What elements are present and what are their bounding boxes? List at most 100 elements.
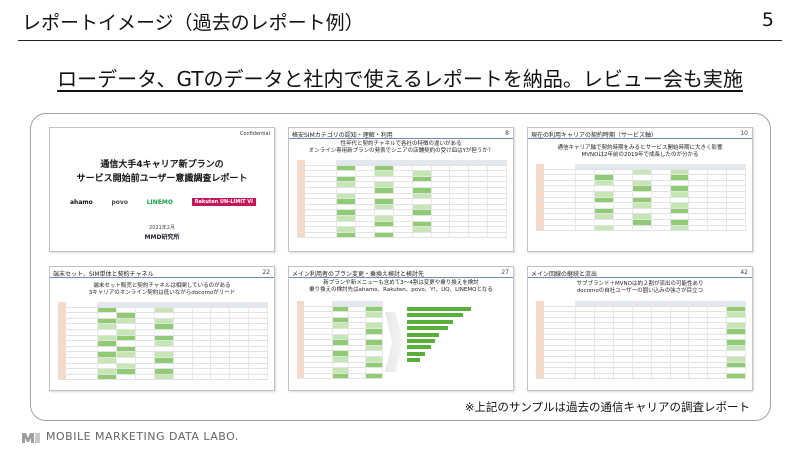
table-cell (469, 193, 489, 199)
table-cell (117, 324, 136, 329)
table-cell (174, 357, 193, 363)
table-cell (394, 182, 413, 187)
table-cell (450, 176, 470, 182)
table-cell (337, 221, 357, 227)
table-cell (193, 346, 212, 352)
table-cell (375, 160, 394, 165)
table-cell (614, 175, 633, 180)
thumb-rule (50, 277, 274, 278)
table-cell (432, 227, 451, 232)
table-cell (671, 214, 690, 219)
thumb-rule (528, 277, 752, 278)
table-row (297, 193, 508, 200)
table-cell (337, 232, 357, 238)
table-cell (488, 227, 508, 232)
table-cell (614, 203, 633, 208)
table-cell (375, 165, 394, 171)
table-cell (614, 340, 633, 345)
table-row (58, 357, 269, 364)
table-cell (632, 301, 652, 306)
table-cell (337, 176, 357, 182)
table-cell (349, 317, 367, 323)
table-row (297, 373, 383, 380)
table-cell (671, 356, 690, 362)
thumb-heading: 格安SIMカテゴリの認知・理解・利用 (292, 132, 393, 139)
table-cell (671, 368, 690, 373)
table-cell (450, 221, 470, 227)
table-cell (297, 334, 333, 340)
table-cell (349, 368, 367, 373)
table-cell (394, 187, 413, 193)
table-cell (366, 306, 383, 312)
table-cell (632, 169, 652, 175)
table-cell (595, 334, 614, 340)
table-cell (450, 187, 470, 193)
table-cell (356, 176, 375, 182)
table-cell (727, 356, 747, 362)
table-cell (708, 334, 728, 340)
table-cell (536, 219, 577, 225)
table-cell (297, 328, 333, 334)
table-cell (349, 362, 367, 368)
table-cell (349, 340, 367, 345)
table-cell (375, 176, 394, 182)
table-cell (633, 191, 652, 197)
table-cell (332, 340, 350, 345)
table-cell (727, 175, 747, 180)
table-cell (633, 368, 652, 373)
table-cell (413, 182, 432, 187)
table-cell (450, 210, 470, 215)
table-cell (689, 306, 709, 312)
table-cell (432, 182, 451, 187)
table-cell (297, 323, 333, 328)
table-row (536, 345, 747, 352)
table-cell (670, 186, 690, 191)
table-cell (727, 328, 747, 334)
table-cell (614, 317, 633, 323)
table-cell (450, 215, 470, 221)
table-cell (450, 227, 470, 232)
table-cell (652, 197, 671, 203)
table-cell (652, 368, 671, 373)
table-cell (727, 301, 747, 306)
table-cell (332, 306, 350, 312)
table-cell (117, 357, 136, 363)
table-cell (211, 313, 231, 318)
table-row (297, 356, 383, 363)
table-cell (576, 169, 596, 175)
table-cell (394, 210, 413, 215)
thumb-subtitle-2: MVNOは2年前の2019年で成長したのが分かる (581, 152, 699, 158)
table-cell (633, 362, 652, 368)
table-cell (536, 351, 577, 356)
table-cell (98, 302, 118, 307)
table-cell (332, 301, 350, 306)
thumb-heading: 端末セット、SIM単体と契約チャネル (53, 271, 154, 278)
table-cell (297, 204, 338, 210)
table-cell (595, 328, 614, 334)
table-cell (689, 214, 709, 219)
table-row (536, 175, 747, 181)
table-cell (58, 335, 99, 341)
table-cell (193, 352, 212, 357)
table-cell (366, 356, 383, 362)
table-cell (469, 171, 489, 176)
table-cell (173, 302, 193, 307)
table-cell (211, 329, 231, 335)
table-cell (366, 345, 383, 351)
table-cell (708, 323, 728, 328)
table-cell (337, 204, 357, 210)
company-logo-icon (22, 432, 40, 443)
table-cell (595, 373, 614, 379)
table-cell (727, 317, 747, 323)
table-cell (614, 191, 633, 197)
table-cell (394, 165, 413, 171)
table-cell (193, 357, 212, 363)
table-row (58, 324, 269, 330)
table-cell (689, 340, 709, 345)
table-cell (155, 313, 174, 318)
table-cell (297, 351, 333, 356)
table-cell (249, 302, 269, 307)
table-cell (193, 363, 212, 369)
table-cell (337, 215, 357, 221)
table-cell (576, 345, 596, 351)
